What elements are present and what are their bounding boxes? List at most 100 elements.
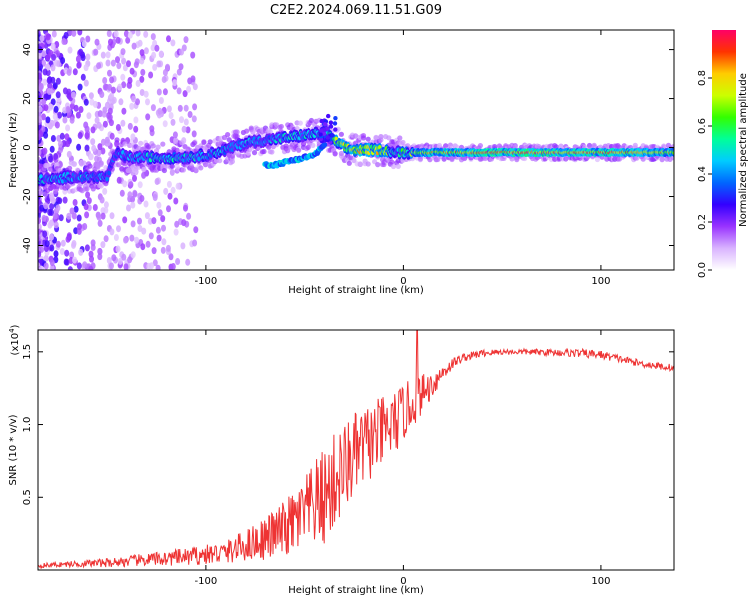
spectrogram-speckle <box>121 57 127 65</box>
spectrogram-speckle <box>155 226 161 234</box>
spectrogram-speckle <box>158 97 164 104</box>
spectrogram-speckle <box>148 232 154 240</box>
spectrogram-speckle <box>109 262 114 270</box>
spectrogram-speckle <box>132 174 137 182</box>
spectrogram-speckle <box>97 248 103 255</box>
spectrogram-halo <box>365 136 371 142</box>
snr-frame <box>37 329 675 571</box>
spectrogram-halo <box>285 148 291 154</box>
spectrogram-speckle <box>161 76 167 83</box>
spectrogram-speckle <box>166 180 172 188</box>
spectrogram-speckle <box>152 194 158 201</box>
snr-xlabel: Height of straight line (km) <box>288 585 424 596</box>
spectrogram-halo <box>397 135 403 141</box>
spectrogram-speckle <box>47 221 53 229</box>
spectrogram-speckle <box>166 105 172 113</box>
spectrogram-speckle <box>116 176 122 184</box>
spectrogram-speckle <box>115 36 121 44</box>
spectrogram-speckle <box>122 216 128 224</box>
spectrogram-halo <box>261 148 267 155</box>
spectrogram-speckle <box>178 63 184 71</box>
spectrogram-speckle <box>49 119 55 127</box>
spectrogram-speckle <box>49 202 55 210</box>
spectrogram-speckle <box>43 262 49 270</box>
spectrogram-speckle <box>38 148 42 156</box>
spectrogram-speckle <box>51 53 56 61</box>
spectrogram-speckle <box>76 143 82 151</box>
spectrogram-speckle <box>131 42 137 50</box>
spectrogram-spike <box>319 128 324 133</box>
spectrogram-ylabel: Frequency (Hz) <box>8 112 19 188</box>
spectrogram-speckle <box>172 79 178 87</box>
spectrogram-speckle <box>156 201 162 209</box>
spectrogram-speckle <box>165 244 171 252</box>
spectrogram-speckle <box>134 236 140 244</box>
spectrogram-speckle <box>57 197 63 205</box>
spectrogram-speckle <box>162 69 168 76</box>
spectrogram-speckle <box>78 248 84 256</box>
spectrogram-speckle <box>190 51 196 59</box>
spectrogram-speckle <box>107 83 112 91</box>
spectrogram-speckle <box>84 125 90 133</box>
spectrogram-halo <box>308 117 314 124</box>
spectrogram-halo <box>38 184 41 190</box>
spectrogram-speckle <box>157 209 163 217</box>
spectrogram-halo <box>38 190 44 196</box>
spectrogram-halo <box>150 143 156 149</box>
spectrogram-speckle <box>176 68 182 76</box>
spectrogram-speckle <box>150 33 156 41</box>
spectrogram-speckle <box>182 90 188 98</box>
spectrogram-speckle <box>38 72 42 80</box>
spectrogram-halo <box>71 161 77 168</box>
spectrogram-speckle <box>103 201 109 209</box>
spectrogram-speckle <box>67 30 73 37</box>
spectrogram-speckle <box>130 251 136 259</box>
spectrogram-secondary-ridge <box>321 141 328 148</box>
spectrogram-halo <box>357 161 363 167</box>
spectrogram-speckle <box>135 80 141 87</box>
spectrogram-speckle <box>94 38 100 46</box>
spectrogram-speckle <box>168 112 174 119</box>
spectrogram-speckle <box>145 113 151 121</box>
spectrogram-speckle <box>109 228 115 236</box>
spectrogram-speckle <box>43 254 49 262</box>
spectrogram-speckle <box>52 82 58 90</box>
spectrogram-speckle <box>59 248 65 255</box>
spectrogram-speckle <box>99 91 105 98</box>
spectrogram-halo <box>65 184 71 190</box>
spectrogram-speckle <box>151 51 157 59</box>
spectrogram-speckle <box>55 204 61 212</box>
spectrogram-spike <box>319 118 324 124</box>
spectrogram-xtick-label: -100 <box>195 276 218 287</box>
spectrogram-speckle <box>90 239 96 247</box>
spectrogram-speckle <box>174 220 180 228</box>
colorbar-tick-label: 0.4 <box>697 166 708 182</box>
spectrogram-halo <box>229 158 235 165</box>
spectrogram-spike <box>326 113 331 119</box>
spectrogram-halo <box>514 157 520 163</box>
spectrogram-speckle <box>129 102 135 110</box>
colorbar-tick-label: 0.2 <box>697 214 708 230</box>
spectrogram-speckle <box>143 30 149 38</box>
spectrogram-speckle <box>76 61 82 69</box>
spectrogram-speckle <box>93 48 99 56</box>
spectrogram-halo <box>373 134 379 140</box>
spectrogram-speckle <box>92 204 98 211</box>
spectrogram-halo <box>389 159 395 165</box>
spectrogram-ridge-core <box>107 170 111 176</box>
spectrogram-halo <box>346 160 352 166</box>
spectrogram-speckle <box>89 255 94 263</box>
spectrogram-halo <box>169 163 175 169</box>
spectrogram-speckle <box>141 171 147 179</box>
spectrogram-speckle <box>69 251 75 259</box>
spectrogram-speckle <box>97 253 103 261</box>
spectrogram-halo <box>67 165 73 171</box>
spectrogram-speckle <box>154 178 160 185</box>
spectrogram-halo <box>217 158 223 164</box>
spectrogram-speckle <box>173 228 179 236</box>
spectrogram-speckle <box>46 77 52 84</box>
spectrogram-panel: -100 0 100 -40 -20 0 20 40 Height of straight l… <box>8 29 675 296</box>
spectrogram-speckle <box>63 258 69 266</box>
spectrogram-speckle <box>126 60 131 68</box>
spectrogram-halo <box>558 143 564 149</box>
